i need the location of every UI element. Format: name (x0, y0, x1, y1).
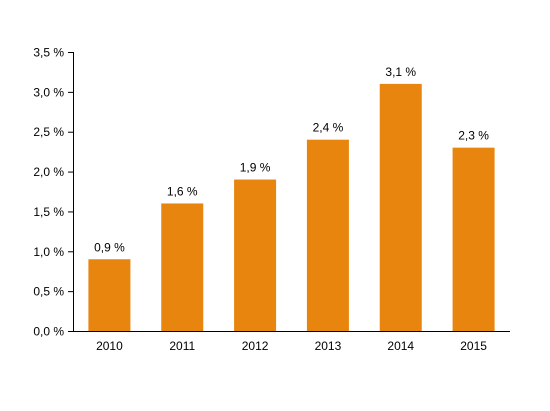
y-tick-label: 1,0 % (33, 245, 64, 259)
bar-2012 (234, 179, 277, 331)
bar-2010 (88, 259, 131, 331)
x-tick-label: 2011 (169, 339, 195, 353)
x-tick-label: 2014 (387, 339, 414, 353)
x-tick-label: 2015 (460, 339, 487, 353)
x-tick-label: 2013 (315, 339, 342, 353)
bar-2013 (306, 139, 349, 331)
data-label-2015: 2,3 % (458, 129, 489, 143)
bar-2011 (161, 203, 204, 331)
data-label-2014: 3,1 % (385, 65, 416, 79)
x-axis-labels: 2010 2011 2012 2013 2014 2015 (96, 339, 487, 353)
y-tick-label: 1,5 % (33, 205, 64, 219)
y-tick-label: 3,0 % (33, 85, 64, 99)
y-axis-ticks: 0,0 % 0,5 % 1,0 % 1,5 % 2,0 % 2,5 % 3,0 % 3,5 % (33, 46, 73, 339)
y-tick-label: 2,0 % (33, 165, 64, 179)
data-label-2011: 1,6 % (167, 184, 198, 198)
x-tick-label: 2010 (96, 339, 123, 353)
data-labels: 0,9 % 1,6 % 1,9 % 2,4 % 3,1 % 2,3 % (94, 65, 489, 254)
y-tick-label: 0,5 % (33, 285, 64, 299)
y-tick-label: 2,5 % (33, 125, 64, 139)
data-label-2013: 2,4 % (313, 121, 344, 135)
bar-2015 (452, 147, 495, 331)
y-tick-label: 0,0 % (33, 325, 64, 339)
bars (88, 83, 495, 331)
bar-2014 (379, 83, 422, 331)
data-label-2012: 1,9 % (240, 161, 271, 175)
y-tick-label: 3,5 % (33, 46, 64, 60)
data-label-2010: 0,9 % (94, 240, 125, 254)
x-tick-label: 2012 (242, 339, 269, 353)
